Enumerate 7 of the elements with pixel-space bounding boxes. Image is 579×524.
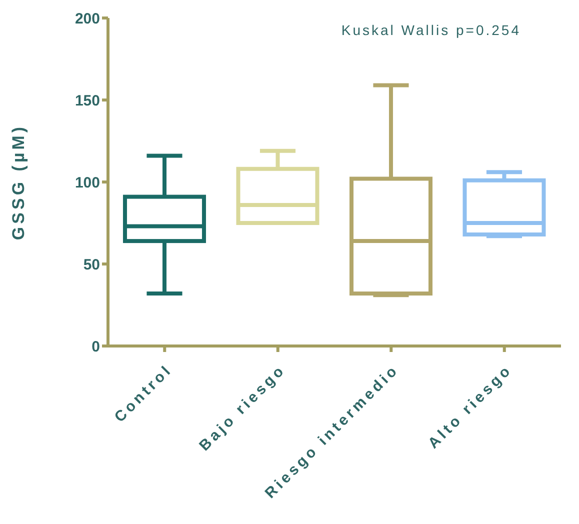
- y-tick-label: 50: [83, 256, 100, 274]
- y-tick-label: 100: [74, 174, 100, 192]
- y-tick-label: 200: [74, 10, 100, 28]
- annotation: Kuskal Wallis p=0.254: [341, 22, 521, 38]
- y-axis-title: GSSG (µM): [9, 124, 28, 240]
- y-tick-label: 150: [74, 92, 100, 110]
- y-tick-label: 0: [92, 338, 100, 356]
